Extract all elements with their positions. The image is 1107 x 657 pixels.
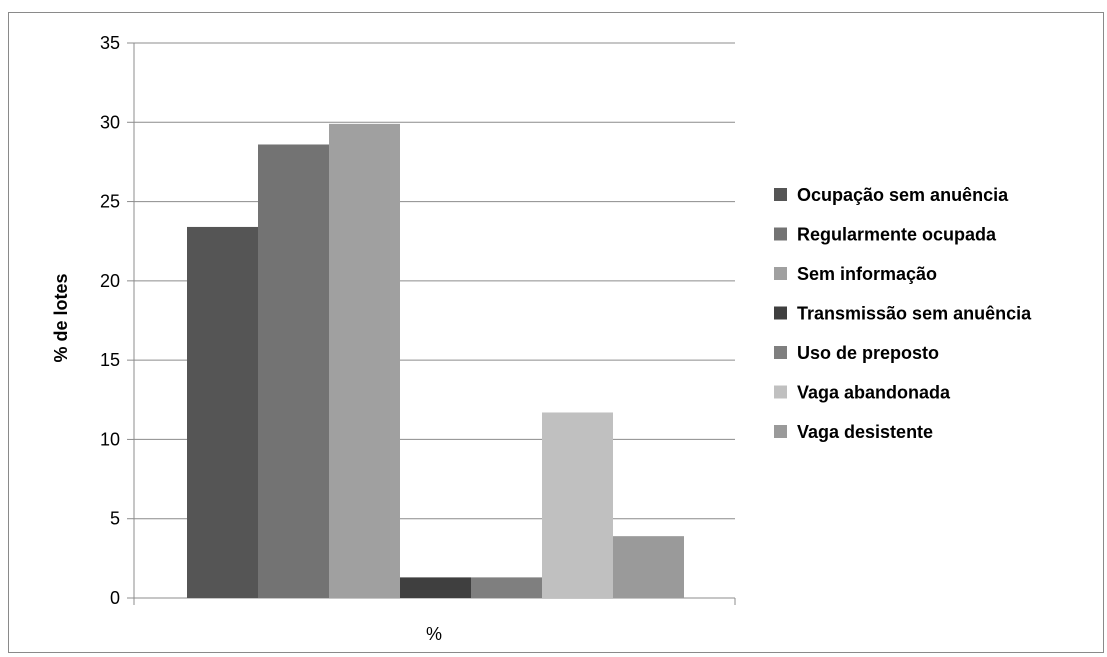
legend-swatch [774,267,787,280]
legend-swatch [774,425,787,438]
y-tick-label: 20 [100,271,120,291]
y-tick-label: 15 [100,350,120,370]
legend-swatch [774,385,787,399]
x-axis-title: % [426,624,442,644]
legend-swatch [774,346,787,359]
legend-label: Sem informação [797,264,937,284]
legend-label: Regularmente ocupada [797,225,997,245]
y-axis-title: % de lotes [51,273,71,362]
bar-vaga-desistente [613,536,684,598]
legend: Ocupação sem anuência Regularmente ocupad… [774,185,1032,442]
legend-label: Transmissão sem anuência [797,304,1032,324]
bars [187,123,684,598]
bar-uso-de-preposto [471,577,542,598]
y-tick-labels: 0 5 10 15 20 25 30 35 [100,33,120,608]
legend-swatch [774,227,787,241]
legend-label: Ocupação sem anuência [797,185,1009,205]
y-tick-label: 30 [100,112,120,132]
bar-sem-informacao [329,123,400,598]
y-tick-label: 35 [100,33,120,53]
bar-regularmente-ocupada [258,144,329,598]
legend-swatch [774,188,787,201]
bar-vaga-abandonada [542,412,613,598]
y-tick-label: 0 [110,588,120,608]
legend-label: Vaga abandonada [797,383,951,403]
legend-label: Uso de preposto [797,343,939,363]
y-tick-label: 25 [100,192,120,212]
bar-ocupacao-sem-anuencia [187,226,258,598]
y-tick-label: 5 [110,509,120,529]
legend-label: Vaga desistente [797,422,933,442]
y-tick-label: 10 [100,429,120,449]
legend-swatch [774,306,787,320]
bar-transmissao-sem-anuencia [400,577,471,598]
